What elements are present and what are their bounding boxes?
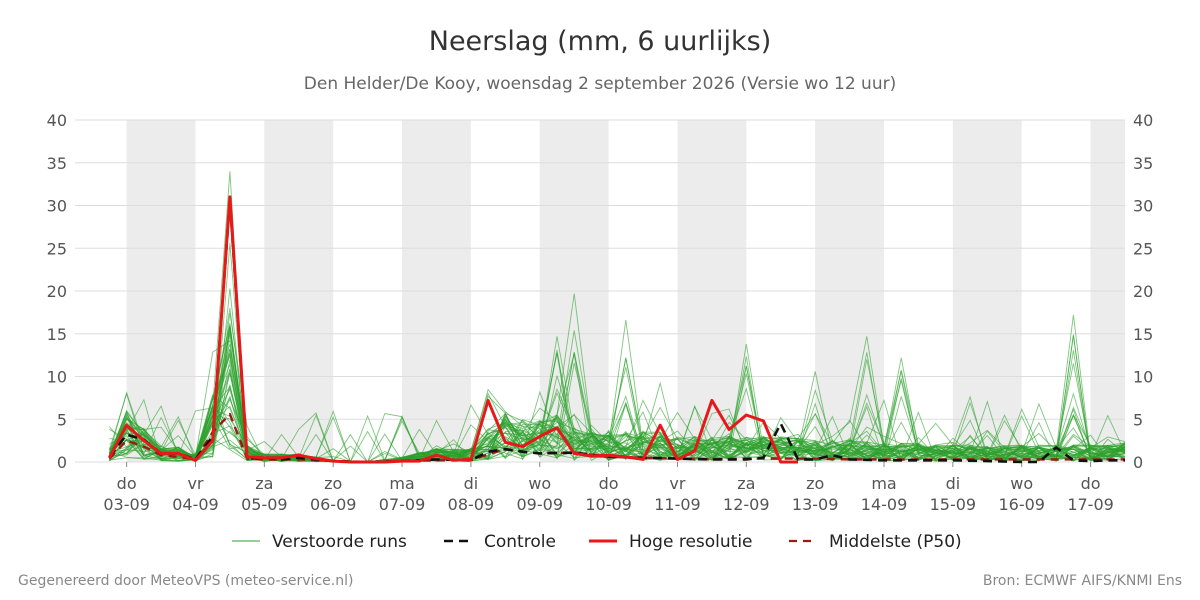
x-tick-date-1: 04-09 [172, 495, 219, 514]
chart-subtitle: Den Helder/De Kooy, woensdag 2 september… [304, 74, 896, 94]
legend-label-3: Middelste (P50) [829, 532, 962, 552]
x-tick-day-4: ma [389, 474, 414, 493]
y-tick-right-5: 5 [1133, 410, 1143, 429]
y-tick-right-20: 20 [1133, 282, 1153, 301]
x-tick-day-11: ma [871, 474, 896, 493]
footer-credit: Gegenereerd door MeteoVPS (meteo-service… [18, 573, 353, 589]
x-tick-day-7: do [599, 474, 619, 493]
x-tick-date-12: 15-09 [930, 495, 977, 514]
main-series [108, 195, 1125, 464]
x-tick-date-8: 11-09 [654, 495, 701, 514]
x-tick-date-3: 06-09 [310, 495, 357, 514]
y-tick-left-5: 5 [57, 410, 67, 429]
y-tick-left-40: 40 [47, 111, 67, 130]
x-tick-date-6: 09-09 [517, 495, 564, 514]
footer-source: Bron: ECMWF AIFS/KNMI Ens [983, 573, 1182, 589]
x-tick-day-13: wo [1010, 474, 1033, 493]
series-line-hoge-resolutie [108, 195, 798, 464]
x-tick-date-0: 03-09 [103, 495, 150, 514]
y-tick-right-25: 25 [1133, 239, 1153, 258]
y-tick-right-10: 10 [1133, 368, 1153, 387]
y-tick-right-35: 35 [1133, 154, 1153, 173]
x-tick-day-2: za [255, 474, 273, 493]
y-tick-left-20: 20 [47, 282, 67, 301]
x-tick-date-5: 08-09 [448, 495, 495, 514]
x-tick-date-10: 13-09 [792, 495, 839, 514]
x-axis: do 03-09 vr 04-09 za 05-09 zo 06-09 ma 07-09 di 08-… [103, 462, 1114, 514]
ensemble-member-30 [109, 394, 1125, 463]
x-tick-day-5: di [464, 474, 479, 493]
y-tick-right-0: 0 [1133, 453, 1143, 472]
y-tick-right-40: 40 [1133, 111, 1153, 130]
ensemble-member-49 [109, 349, 1125, 463]
y-tick-left-30: 30 [47, 197, 67, 216]
x-tick-day-12: di [946, 474, 961, 493]
legend: Verstoorde runs Controle Hoge resolutie Mid… [232, 532, 962, 552]
x-tick-day-3: zo [324, 474, 342, 493]
legend-label-0: Verstoorde runs [272, 532, 407, 552]
gridlines [75, 119, 1125, 463]
x-tick-day-8: vr [669, 474, 685, 493]
x-tick-date-13: 16-09 [998, 495, 1045, 514]
x-tick-date-11: 14-09 [861, 495, 908, 514]
x-tick-date-9: 12-09 [723, 495, 770, 514]
x-tick-date-7: 10-09 [585, 495, 632, 514]
x-tick-date-14: 17-09 [1067, 495, 1114, 514]
y-tick-right-30: 30 [1133, 197, 1153, 216]
x-tick-date-2: 05-09 [241, 495, 288, 514]
y-axis-left: 0 5 10 15 20 25 30 35 40 [47, 111, 67, 472]
y-axis-right: 0 5 10 15 20 25 30 35 40 [1133, 111, 1153, 472]
x-tick-day-9: za [737, 474, 755, 493]
y-tick-left-10: 10 [47, 368, 67, 387]
x-tick-day-14: do [1081, 474, 1101, 493]
x-tick-date-4: 07-09 [379, 495, 426, 514]
x-tick-day-1: vr [187, 474, 203, 493]
y-tick-left-25: 25 [47, 239, 67, 258]
chart-title: Neerslag (mm, 6 uurlijks) [429, 26, 771, 57]
legend-label-2: Hoge resolutie [629, 532, 753, 552]
y-tick-right-15: 15 [1133, 325, 1153, 344]
legend-label-1: Controle [484, 532, 556, 552]
x-tick-day-10: zo [806, 474, 824, 493]
x-tick-day-6: wo [528, 474, 551, 493]
y-tick-left-35: 35 [47, 154, 67, 173]
y-tick-left-0: 0 [57, 453, 67, 472]
x-tick-day-0: do [117, 474, 137, 493]
y-tick-left-15: 15 [47, 325, 67, 344]
